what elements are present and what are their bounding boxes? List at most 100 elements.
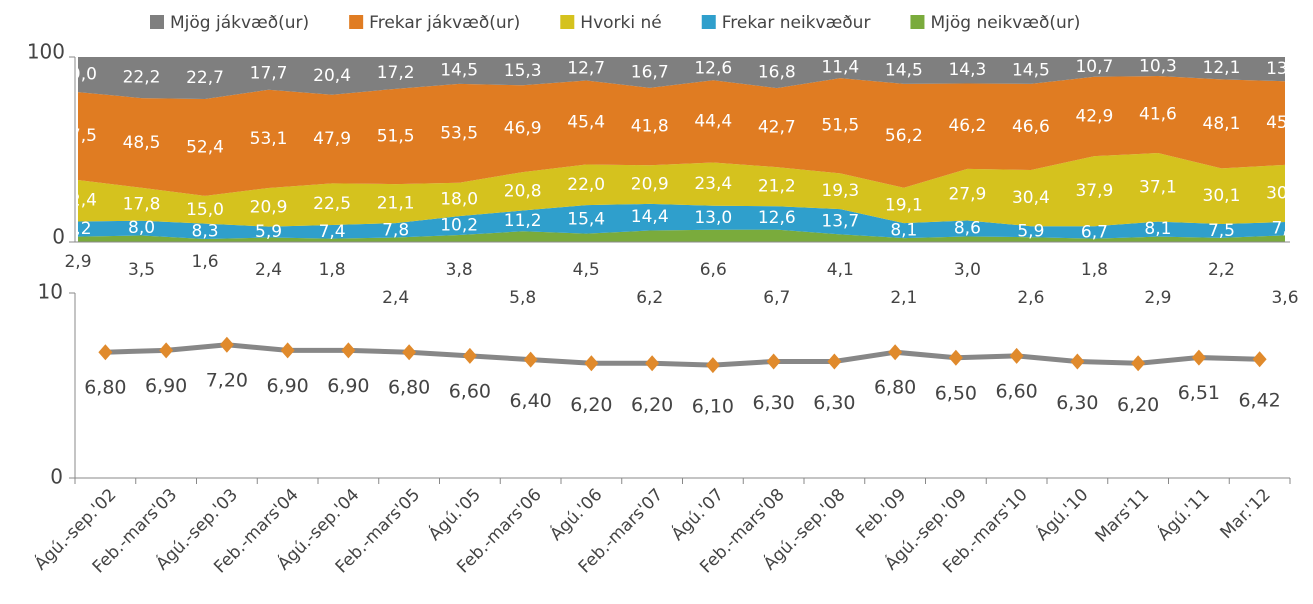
data-label: 15,3 xyxy=(504,61,542,81)
area xyxy=(78,153,1285,227)
marker xyxy=(705,357,720,374)
marker xyxy=(645,355,660,372)
data-label: 8,3 xyxy=(192,221,219,241)
data-label: 18,0 xyxy=(440,189,478,209)
data-label: 17,8 xyxy=(123,194,161,214)
data-label: 3,6 xyxy=(1271,288,1298,308)
data-label: 5,8 xyxy=(509,288,536,308)
line xyxy=(105,342,1260,368)
y-tick-label: 0 xyxy=(50,465,63,489)
data-label: 41,6 xyxy=(1139,105,1177,125)
data-label: 12,6 xyxy=(694,59,732,79)
data-label: 6,7 xyxy=(763,288,790,308)
data-label: 17,7 xyxy=(250,63,288,83)
data-label: 4,5 xyxy=(573,260,600,280)
x-tick-label: Mars'11 xyxy=(1092,485,1154,547)
data-label: 19,1 xyxy=(885,195,923,215)
data-label: 6,20 xyxy=(570,394,612,416)
data-label: 6,90 xyxy=(327,375,369,397)
data-label: 42,7 xyxy=(758,118,796,138)
legend-swatch xyxy=(560,15,575,29)
data-label: 47,9 xyxy=(313,129,351,149)
data-label: 2,1 xyxy=(890,288,917,308)
data-label: 2,9 xyxy=(64,252,91,272)
data-label: 2,6 xyxy=(1017,288,1044,308)
data-label: 6,30 xyxy=(813,392,855,414)
x-tick-label: Feb.'09 xyxy=(852,485,910,543)
data-label: 12,7 xyxy=(567,59,605,79)
data-label: 27,9 xyxy=(948,185,986,205)
data-label: 6,20 xyxy=(1117,394,1159,416)
data-label: 11,4 xyxy=(821,58,859,78)
marker xyxy=(341,342,356,359)
data-label: 20,4 xyxy=(313,66,351,86)
data-label: 3,8 xyxy=(446,260,473,280)
marker xyxy=(948,349,963,366)
data-label: 47,5 xyxy=(59,126,97,146)
data-label: 19,3 xyxy=(821,181,859,201)
data-label: 6,80 xyxy=(388,377,430,399)
data-label: 8,1 xyxy=(890,221,917,241)
data-label: 2,9 xyxy=(1144,288,1171,308)
marker xyxy=(98,344,113,361)
data-label: 6,50 xyxy=(935,382,977,404)
data-label: 21,2 xyxy=(758,177,796,197)
legend-label: Frekar neikvæður xyxy=(722,13,871,33)
data-label: 16,8 xyxy=(758,63,796,83)
data-label: 42,9 xyxy=(1075,106,1113,126)
data-label: 15,4 xyxy=(567,209,605,229)
data-label: 46,9 xyxy=(504,119,542,139)
data-label: 10,2 xyxy=(440,216,478,236)
data-label: 20,8 xyxy=(504,181,542,201)
marker xyxy=(1252,351,1267,368)
data-label: 11,2 xyxy=(504,211,542,231)
data-label: 45,2 xyxy=(1266,113,1304,133)
data-label: 6,60 xyxy=(995,380,1037,402)
data-label: 46,2 xyxy=(948,116,986,136)
data-label: 20,9 xyxy=(631,175,669,195)
data-label: 14,5 xyxy=(440,60,478,80)
data-label: 44,4 xyxy=(694,111,732,131)
data-label: 22,7 xyxy=(186,68,224,88)
data-label: 48,5 xyxy=(123,133,161,153)
data-label: 41,8 xyxy=(631,117,669,137)
data-label: 5,9 xyxy=(255,222,282,242)
data-label: 22,4 xyxy=(59,191,97,211)
data-label: 2,2 xyxy=(1208,260,1235,280)
data-label: 16,7 xyxy=(631,62,669,82)
data-label: 7,5 xyxy=(1208,221,1235,241)
data-label: 17,2 xyxy=(377,63,415,83)
data-label: 14,5 xyxy=(885,60,923,80)
marker xyxy=(219,336,234,353)
data-label: 30,1 xyxy=(1203,186,1241,206)
y-tick-label: 10 xyxy=(38,280,63,304)
data-label: 2,4 xyxy=(255,260,282,280)
data-label: 14,3 xyxy=(948,60,986,80)
marker xyxy=(1191,349,1206,366)
data-label: 6,20 xyxy=(631,394,673,416)
data-label: 53,1 xyxy=(250,129,288,149)
legend-label: Hvorki né xyxy=(580,13,661,33)
data-label: 1,8 xyxy=(1081,260,1108,280)
data-label: 46,6 xyxy=(1012,117,1050,137)
x-tick-label: Ágú.'11 xyxy=(1152,484,1213,545)
data-label: 30,9 xyxy=(1266,183,1304,203)
data-label: 14,5 xyxy=(1012,60,1050,80)
marker xyxy=(1009,347,1024,364)
data-label: 7,2 xyxy=(1271,219,1298,239)
data-label: 8,1 xyxy=(1144,219,1171,239)
data-label: 8,0 xyxy=(128,218,155,238)
marker xyxy=(159,342,174,359)
marker xyxy=(1070,353,1085,370)
x-tick-label: Ágú.'10 xyxy=(1031,484,1092,545)
legend-label: Mjög jákvæð(ur) xyxy=(170,13,309,33)
data-label: 21,1 xyxy=(377,194,415,214)
data-label: 6,60 xyxy=(449,380,491,402)
area xyxy=(78,229,1285,242)
data-label: 6,80 xyxy=(874,377,916,399)
area xyxy=(78,203,1285,240)
data-label: 1,6 xyxy=(192,252,219,272)
data-label: 22,2 xyxy=(123,68,161,88)
data-label: 6,80 xyxy=(84,377,126,399)
